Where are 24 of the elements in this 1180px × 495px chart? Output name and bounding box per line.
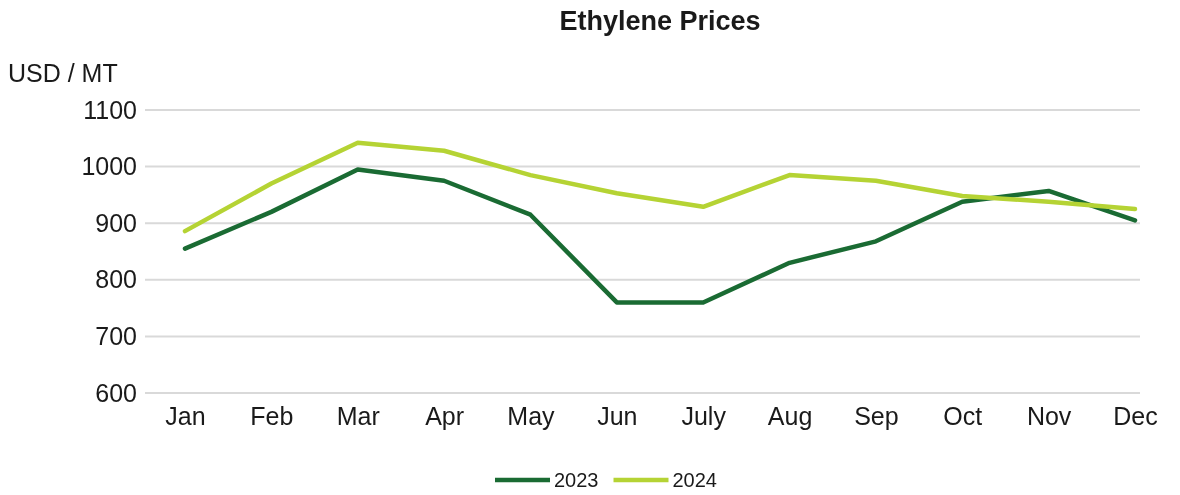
y-tick-label: 1000	[81, 152, 137, 181]
chart-title: Ethylene Prices	[559, 6, 761, 36]
x-tick-label: Nov	[1026, 401, 1072, 430]
x-tick-label: May	[507, 401, 556, 430]
x-tick-label: Mar	[336, 401, 380, 430]
x-tick-label: Oct	[943, 401, 983, 430]
x-tick-label: Sep	[854, 401, 899, 430]
y-tick-label: 600	[95, 378, 137, 407]
line-series	[182, 167, 1138, 305]
y-tick-label: 900	[95, 208, 137, 237]
legend-label: 2024	[672, 469, 717, 491]
legend-label: 2023	[554, 469, 599, 491]
y-axis-title: USD / MT	[8, 59, 118, 87]
y-tick-label: 1100	[83, 95, 137, 124]
x-tick-label: July	[681, 401, 727, 430]
x-tick-label: Apr	[425, 401, 465, 430]
x-tick-label: Dec	[1113, 401, 1158, 430]
y-tick-label: 800	[95, 265, 137, 294]
x-tick-label: Jun	[597, 401, 638, 430]
x-tick-label: Jan	[165, 401, 206, 430]
line-series	[182, 140, 1138, 234]
y-tick-label: 700	[95, 321, 137, 350]
x-tick-label: Feb	[250, 401, 294, 430]
x-tick-label: Aug	[767, 401, 813, 430]
